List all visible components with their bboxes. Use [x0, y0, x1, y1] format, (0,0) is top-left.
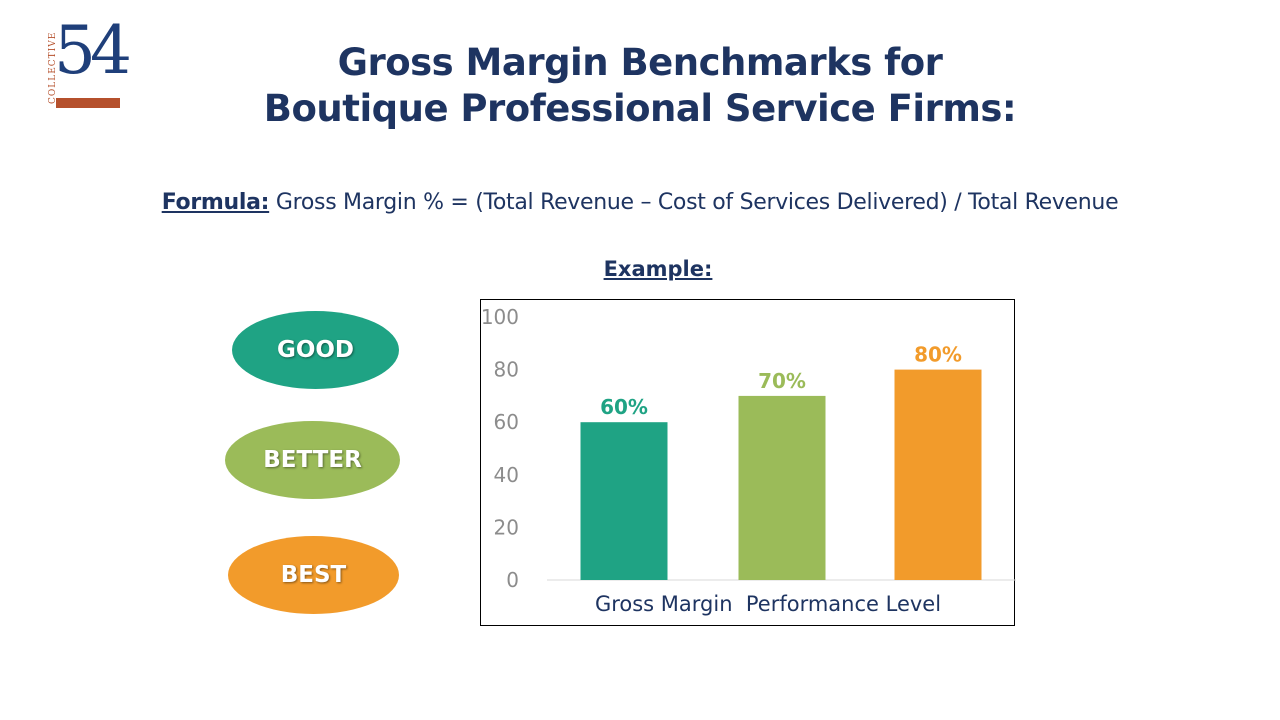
- title-line-2: Boutique Professional Service Firms:: [263, 87, 1017, 130]
- formula-line: Formula: Gross Margin % = (Total Revenue…: [0, 190, 1280, 215]
- formula-text: Gross Margin % = (Total Revenue – Cost o…: [269, 190, 1119, 215]
- y-tick-label: 60: [494, 410, 519, 434]
- level-best-badge: BEST: [228, 536, 399, 614]
- level-best-label: BEST: [280, 562, 347, 588]
- level-better-label: BETTER: [263, 447, 362, 473]
- level-better-badge: BETTER: [225, 421, 400, 499]
- y-tick-label: 100: [481, 305, 519, 329]
- bar-chart-svg: 0 20 40 60 80 100 60% 70% 80% Gross Margin Perfor…: [481, 305, 1016, 616]
- y-tick-label: 40: [494, 463, 519, 487]
- page-title: Gross Margin Benchmarks for Boutique Pro…: [0, 40, 1280, 132]
- example-label: Example:: [603, 257, 713, 281]
- bar-1: [580, 422, 668, 580]
- formula-label: Formula:: [161, 190, 270, 215]
- logo-number: 54: [54, 12, 132, 89]
- y-tick-label: 20: [494, 515, 519, 539]
- title-line-1: Gross Margin Benchmarks for: [337, 41, 943, 84]
- y-tick-label: 0: [506, 568, 519, 592]
- bar-chart: 0 20 40 60 80 100 60% 70% 80% Gross Margin Perfor…: [480, 299, 1016, 626]
- data-label-3: 80%: [914, 343, 962, 367]
- level-good-badge: GOOD: [232, 311, 399, 389]
- bar-3: [894, 369, 982, 580]
- data-label-1: 60%: [600, 395, 648, 419]
- logo-underline-bar: [56, 98, 120, 108]
- collective54-logo: COLLECTIVE 54: [40, 18, 132, 112]
- bar-2: [738, 395, 826, 580]
- level-good-label: GOOD: [276, 337, 355, 363]
- data-label-2: 70%: [758, 369, 806, 393]
- y-tick-label: 80: [494, 358, 519, 382]
- x-axis-label: Gross Margin Performance Level: [595, 592, 941, 616]
